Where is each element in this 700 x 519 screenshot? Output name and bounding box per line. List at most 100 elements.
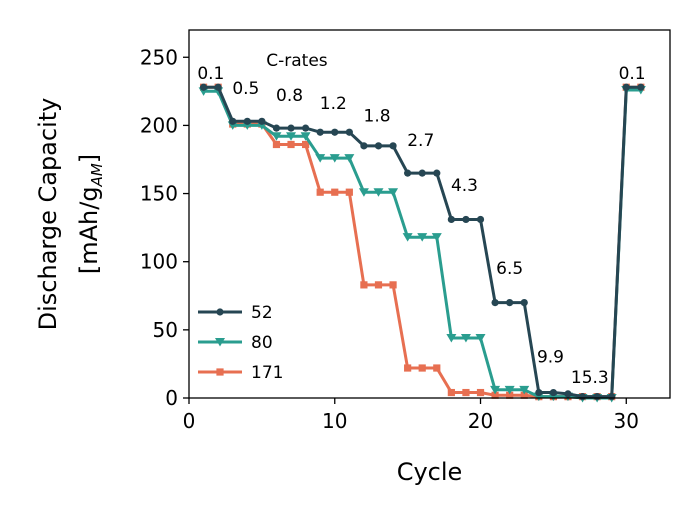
data-point (287, 140, 295, 149)
data-point (272, 140, 281, 149)
data-point (447, 388, 455, 397)
y-axis-title-line2: [mAh/gAM] (75, 154, 106, 274)
legend-marker (216, 308, 224, 316)
data-point (578, 393, 587, 401)
y-axis-title: Discharge Capacity [mAh/gAM] (34, 98, 106, 331)
data-point (519, 385, 530, 395)
data-point (433, 169, 441, 177)
data-point (360, 281, 368, 289)
y-tick-label: 250 (140, 45, 178, 69)
y-axis-unit-subscript: AM (88, 163, 106, 187)
data-point (520, 391, 528, 399)
x-axis-title: Cycle (397, 458, 463, 486)
y-tick-label: 200 (140, 113, 178, 137)
data-point (462, 215, 470, 224)
data-point (331, 188, 339, 196)
y-tick-label: 50 (153, 318, 178, 342)
crate-annotations: C-rates 0.1 0.5 0.8 1.2 1.8 2.7 4.3 6.5 9.9 15.3 0… (197, 51, 645, 388)
data-point (345, 128, 353, 136)
legend-item-171: 171 (198, 363, 283, 383)
data-point (316, 128, 324, 136)
data-point (374, 281, 383, 289)
legend-label: 52 (251, 303, 273, 323)
data-point (374, 142, 383, 150)
data-point (389, 281, 397, 289)
data-point (329, 154, 340, 163)
data-point (460, 334, 471, 343)
legend-item-52: 52 (198, 303, 273, 323)
y-tick-label: 100 (140, 250, 178, 274)
data-point (535, 388, 543, 397)
legend-marker (216, 368, 224, 376)
crate-label: 6.5 (496, 259, 523, 279)
crate-label: 9.9 (537, 348, 564, 368)
data-point (199, 83, 208, 91)
data-point (272, 124, 281, 132)
data-point (331, 128, 339, 136)
crate-header: C-rates (266, 51, 328, 71)
data-point (300, 132, 311, 141)
data-point (373, 188, 384, 197)
crate-label: 1.2 (320, 94, 347, 114)
plot-lines (198, 83, 646, 403)
data-point (417, 233, 428, 242)
data-point (564, 390, 572, 398)
data-point (418, 364, 426, 372)
y-axis-unit-suffix: ] (75, 154, 103, 163)
crate-label: 15.3 (571, 368, 609, 388)
data-point (431, 233, 442, 242)
data-point (418, 169, 426, 177)
data-point (389, 142, 397, 150)
crate-label: 0.1 (197, 64, 224, 84)
data-point (229, 117, 237, 125)
x-tick-label: 10 (322, 409, 347, 433)
data-point (520, 298, 528, 307)
crate-label: 2.7 (407, 131, 434, 151)
axes: 0 10 20 30 0 50 100 150 200 250 (140, 29, 671, 433)
data-point (506, 391, 514, 399)
data-point (475, 334, 486, 343)
data-point (490, 385, 501, 395)
data-point (433, 364, 441, 372)
data-point (388, 188, 399, 197)
data-point (287, 124, 295, 132)
crate-label: 4.3 (451, 176, 478, 196)
data-point (316, 188, 324, 196)
y-axis-unit-prefix: [mAh/g (75, 186, 103, 274)
data-point (271, 132, 282, 141)
data-point (637, 83, 645, 91)
y-tick-label: 150 (140, 182, 178, 206)
y-tick-label: 0 (165, 386, 178, 410)
crate-label: 0.8 (276, 86, 303, 106)
x-tick-label: 20 (468, 409, 493, 433)
crate-label: 0.1 (619, 64, 646, 84)
legend-marker (215, 338, 225, 347)
crate-label: 0.5 (232, 79, 259, 99)
data-point (476, 215, 485, 224)
data-point (258, 117, 266, 125)
data-point (593, 393, 601, 401)
data-point (476, 388, 485, 397)
data-point (302, 140, 310, 149)
data-point (345, 188, 353, 196)
legend-label: 80 (251, 333, 273, 353)
plot-frame (188, 29, 671, 399)
data-point (344, 154, 355, 163)
data-point (243, 117, 251, 125)
data-point (506, 298, 514, 307)
data-point (622, 83, 630, 91)
data-point (608, 393, 616, 401)
data-point (549, 388, 557, 397)
series-52 (199, 83, 645, 401)
crate-label: 1.8 (364, 106, 391, 126)
data-point (504, 385, 515, 395)
data-point (286, 132, 297, 141)
legend-item-80: 80 (198, 333, 273, 353)
data-point (358, 188, 369, 197)
data-point (404, 169, 412, 177)
data-point (360, 142, 368, 150)
data-point (315, 154, 326, 163)
data-point (404, 364, 412, 372)
data-point (491, 391, 499, 399)
